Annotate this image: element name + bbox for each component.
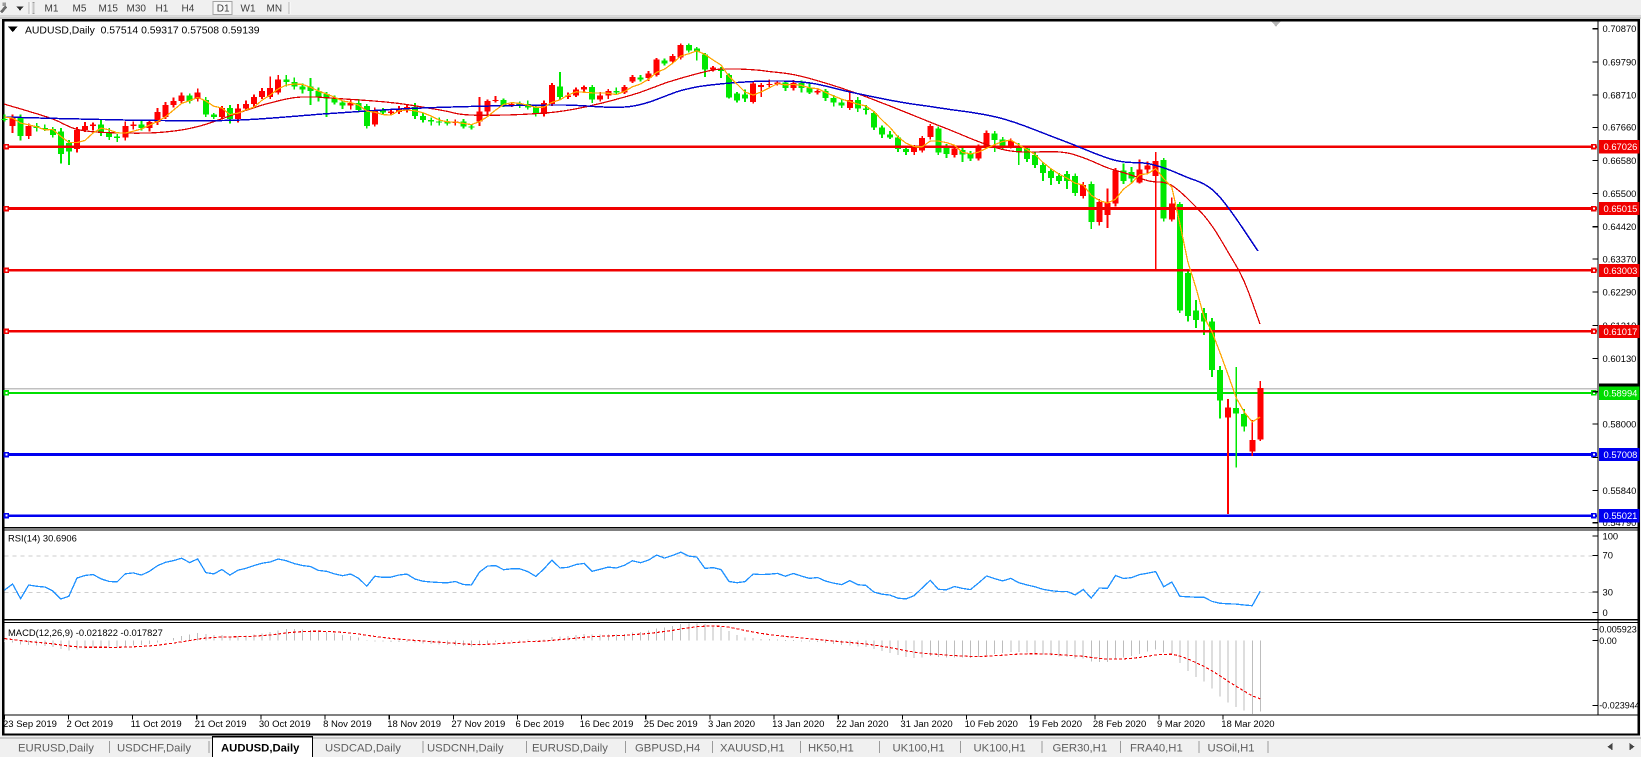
svg-text:0.63370: 0.63370 <box>1603 253 1637 264</box>
svg-text:28 Feb 2020: 28 Feb 2020 <box>1093 719 1146 730</box>
svg-text:0.63003: 0.63003 <box>1604 265 1638 276</box>
svg-text:MN: MN <box>267 4 283 15</box>
svg-text:MACD(12,26,9) -0.021822 -0.017: MACD(12,26,9) -0.021822 -0.017827 <box>8 627 163 638</box>
svg-text:M15: M15 <box>99 4 119 15</box>
svg-text:0.57008: 0.57008 <box>1604 449 1638 460</box>
svg-text:GER30,H1: GER30,H1 <box>1053 743 1108 755</box>
svg-text:H4: H4 <box>182 4 195 15</box>
svg-text:25 Dec 2019: 25 Dec 2019 <box>644 719 698 730</box>
svg-text:0.66580: 0.66580 <box>1603 155 1637 166</box>
svg-text:M1: M1 <box>45 4 59 15</box>
svg-text:31 Jan 2020: 31 Jan 2020 <box>900 719 952 730</box>
svg-text:0.68710: 0.68710 <box>1603 90 1637 101</box>
svg-text:0.58994: 0.58994 <box>1604 388 1638 399</box>
svg-text:0.65015: 0.65015 <box>1604 203 1638 214</box>
svg-text:M30: M30 <box>127 4 147 15</box>
svg-text:USDCNH,Daily: USDCNH,Daily <box>427 743 504 755</box>
svg-text:0.00: 0.00 <box>1599 636 1617 646</box>
svg-text:27 Nov 2019: 27 Nov 2019 <box>451 719 505 730</box>
svg-text:100: 100 <box>1603 530 1619 541</box>
svg-text:EURUSD,Daily: EURUSD,Daily <box>532 743 608 755</box>
svg-text:W1: W1 <box>241 4 256 15</box>
svg-text:UK100,H1: UK100,H1 <box>974 743 1026 755</box>
svg-text:11 Oct 2019: 11 Oct 2019 <box>131 719 182 730</box>
svg-text:0.67660: 0.67660 <box>1603 122 1637 133</box>
svg-text:10 Feb 2020: 10 Feb 2020 <box>965 719 1018 730</box>
svg-text:2 Oct 2019: 2 Oct 2019 <box>67 719 113 730</box>
svg-text:16 Dec 2019: 16 Dec 2019 <box>580 719 634 730</box>
svg-text:18 Mar 2020: 18 Mar 2020 <box>1221 719 1274 730</box>
svg-text:USDCHF,Daily: USDCHF,Daily <box>117 743 191 755</box>
svg-text:6 Dec 2019: 6 Dec 2019 <box>516 719 565 730</box>
svg-text:70: 70 <box>1603 550 1613 561</box>
svg-text:0.58000: 0.58000 <box>1603 419 1637 430</box>
svg-text:USDCAD,Daily: USDCAD,Daily <box>325 743 401 755</box>
svg-text:30 Oct 2019: 30 Oct 2019 <box>259 719 311 730</box>
svg-text:0.69790: 0.69790 <box>1603 56 1637 67</box>
svg-text:-0.023944: -0.023944 <box>1599 701 1640 711</box>
svg-text:H1: H1 <box>156 4 169 15</box>
svg-text:0.61017: 0.61017 <box>1604 326 1638 337</box>
svg-text:XAUUSD,H1: XAUUSD,H1 <box>720 743 785 755</box>
svg-text:8 Nov 2019: 8 Nov 2019 <box>323 719 372 730</box>
svg-text:UK100,H1: UK100,H1 <box>893 743 945 755</box>
svg-text:23 Sep 2019: 23 Sep 2019 <box>3 719 57 730</box>
svg-text:18 Nov 2019: 18 Nov 2019 <box>387 719 441 730</box>
svg-text:30: 30 <box>1603 586 1613 597</box>
svg-text:AUDUSD,Daily: AUDUSD,Daily <box>221 743 300 755</box>
svg-text:USOil,H1: USOil,H1 <box>1208 743 1255 755</box>
svg-text:19 Feb 2020: 19 Feb 2020 <box>1029 719 1082 730</box>
svg-text:22 Jan 2020: 22 Jan 2020 <box>836 719 888 730</box>
svg-text:M5: M5 <box>73 4 87 15</box>
svg-text:0.55021: 0.55021 <box>1604 510 1638 521</box>
svg-text:D1: D1 <box>217 4 230 15</box>
svg-text:RSI(14) 30.6906: RSI(14) 30.6906 <box>8 533 77 544</box>
svg-text:0: 0 <box>1603 607 1608 618</box>
svg-text:13 Jan 2020: 13 Jan 2020 <box>772 719 824 730</box>
svg-text:0.60130: 0.60130 <box>1603 353 1637 364</box>
svg-text:0.70870: 0.70870 <box>1603 23 1637 34</box>
svg-text:HK50,H1: HK50,H1 <box>808 743 854 755</box>
svg-text:AUDUSD,Daily 0.57514 0.59317: AUDUSD,Daily 0.57514 0.59317 0.57508 0.5… <box>25 26 260 37</box>
svg-text:EURUSD,Daily: EURUSD,Daily <box>18 743 94 755</box>
svg-text:0.55840: 0.55840 <box>1603 485 1637 496</box>
svg-text:0.62290: 0.62290 <box>1603 287 1637 298</box>
svg-text:9 Mar 2020: 9 Mar 2020 <box>1157 719 1205 730</box>
svg-text:0.54790: 0.54790 <box>1603 517 1637 528</box>
svg-text:0.64420: 0.64420 <box>1603 221 1637 232</box>
svg-text:GBPUSD,H4: GBPUSD,H4 <box>635 743 700 755</box>
svg-text:0.005923: 0.005923 <box>1599 625 1637 635</box>
svg-text:3 Jan 2020: 3 Jan 2020 <box>708 719 755 730</box>
svg-text:21 Oct 2019: 21 Oct 2019 <box>195 719 247 730</box>
svg-text:FRA40,H1: FRA40,H1 <box>1130 743 1183 755</box>
svg-text:0.65500: 0.65500 <box>1603 188 1637 199</box>
svg-text:0.67026: 0.67026 <box>1604 141 1638 152</box>
